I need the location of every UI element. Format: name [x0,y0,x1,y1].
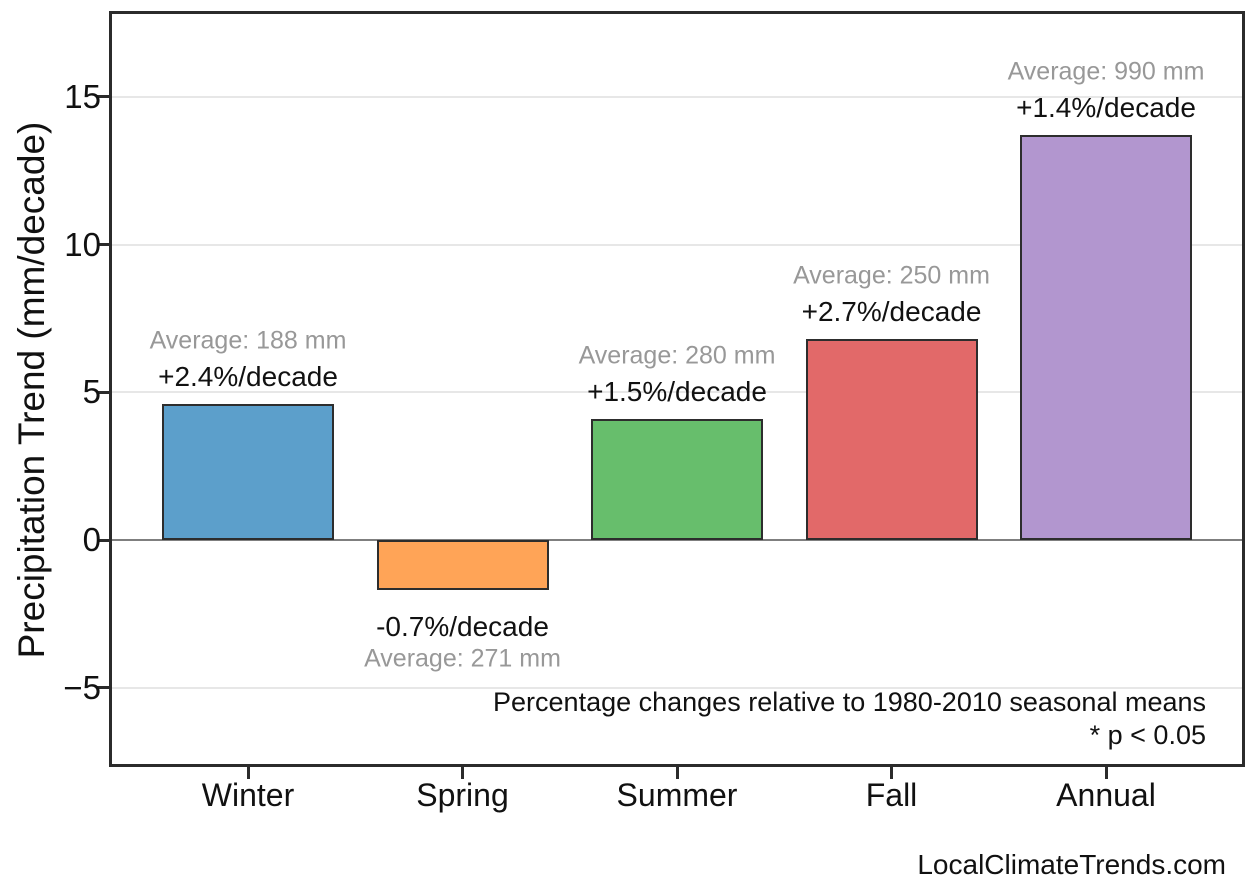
x-tick-annual [1104,767,1108,779]
pct-label-spring: -0.7%/decade [376,611,549,643]
y-tick-15 [97,95,110,99]
x-tick-label-winter: Winter [201,777,295,813]
avg-label-annual: Average: 990 mm [1007,57,1205,86]
gridline-y10 [112,243,1242,246]
x-tick-label-summer: Summer [616,777,738,813]
x-tick-label-spring: Spring [416,777,509,813]
y-tick-10 [97,243,110,246]
bar-fall [805,339,978,540]
plot-area: Percentage changes relative to 1980-2010… [109,11,1245,767]
gridline-y5 [112,391,1242,394]
bar-annual [1020,135,1192,540]
y-tick-label-15: 15 [64,77,101,115]
pct-label-annual: +1.4%/decade [1016,92,1196,124]
zero-baseline [112,539,1242,541]
gridline-y-5 [112,686,1242,689]
y-tick-label-10: 10 [64,225,101,263]
pct-label-summer: +1.5%/decade [587,375,767,407]
bar-winter [162,404,334,540]
gridline-y15 [112,95,1242,98]
pct-label-winter: +2.4%/decade [158,361,338,393]
y-tick--5 [97,686,110,690]
pct-label-fall: +2.7%/decade [801,296,982,328]
bar-spring [376,540,549,591]
x-tick-label-annual: Annual [1056,777,1156,813]
x-tick-summer [675,767,679,779]
x-tick-spring [461,767,464,779]
chart-footnote: Percentage changes relative to 1980-2010… [493,686,1206,752]
y-tick-label-0: 0 [82,521,101,558]
avg-label-spring: Average: 271 mm [364,644,561,673]
watermark: LocalClimateTrends.com [917,849,1226,880]
footnote-line2: * p < 0.05 [1089,720,1206,750]
footnote-line1: Percentage changes relative to 1980-2010… [493,687,1206,717]
y-tick-label-5: 5 [82,373,101,411]
y-tick-0 [97,538,110,542]
bar-summer [591,418,763,540]
x-tick-label-fall: Fall [865,777,918,813]
avg-label-fall: Average: 250 mm [793,261,990,290]
x-tick-fall [890,767,893,779]
y-tick-5 [97,390,110,394]
avg-label-summer: Average: 280 mm [578,341,776,370]
y-tick-label--5: −5 [63,668,101,706]
x-tick-winter [246,767,250,779]
avg-label-winter: Average: 188 mm [149,326,347,355]
